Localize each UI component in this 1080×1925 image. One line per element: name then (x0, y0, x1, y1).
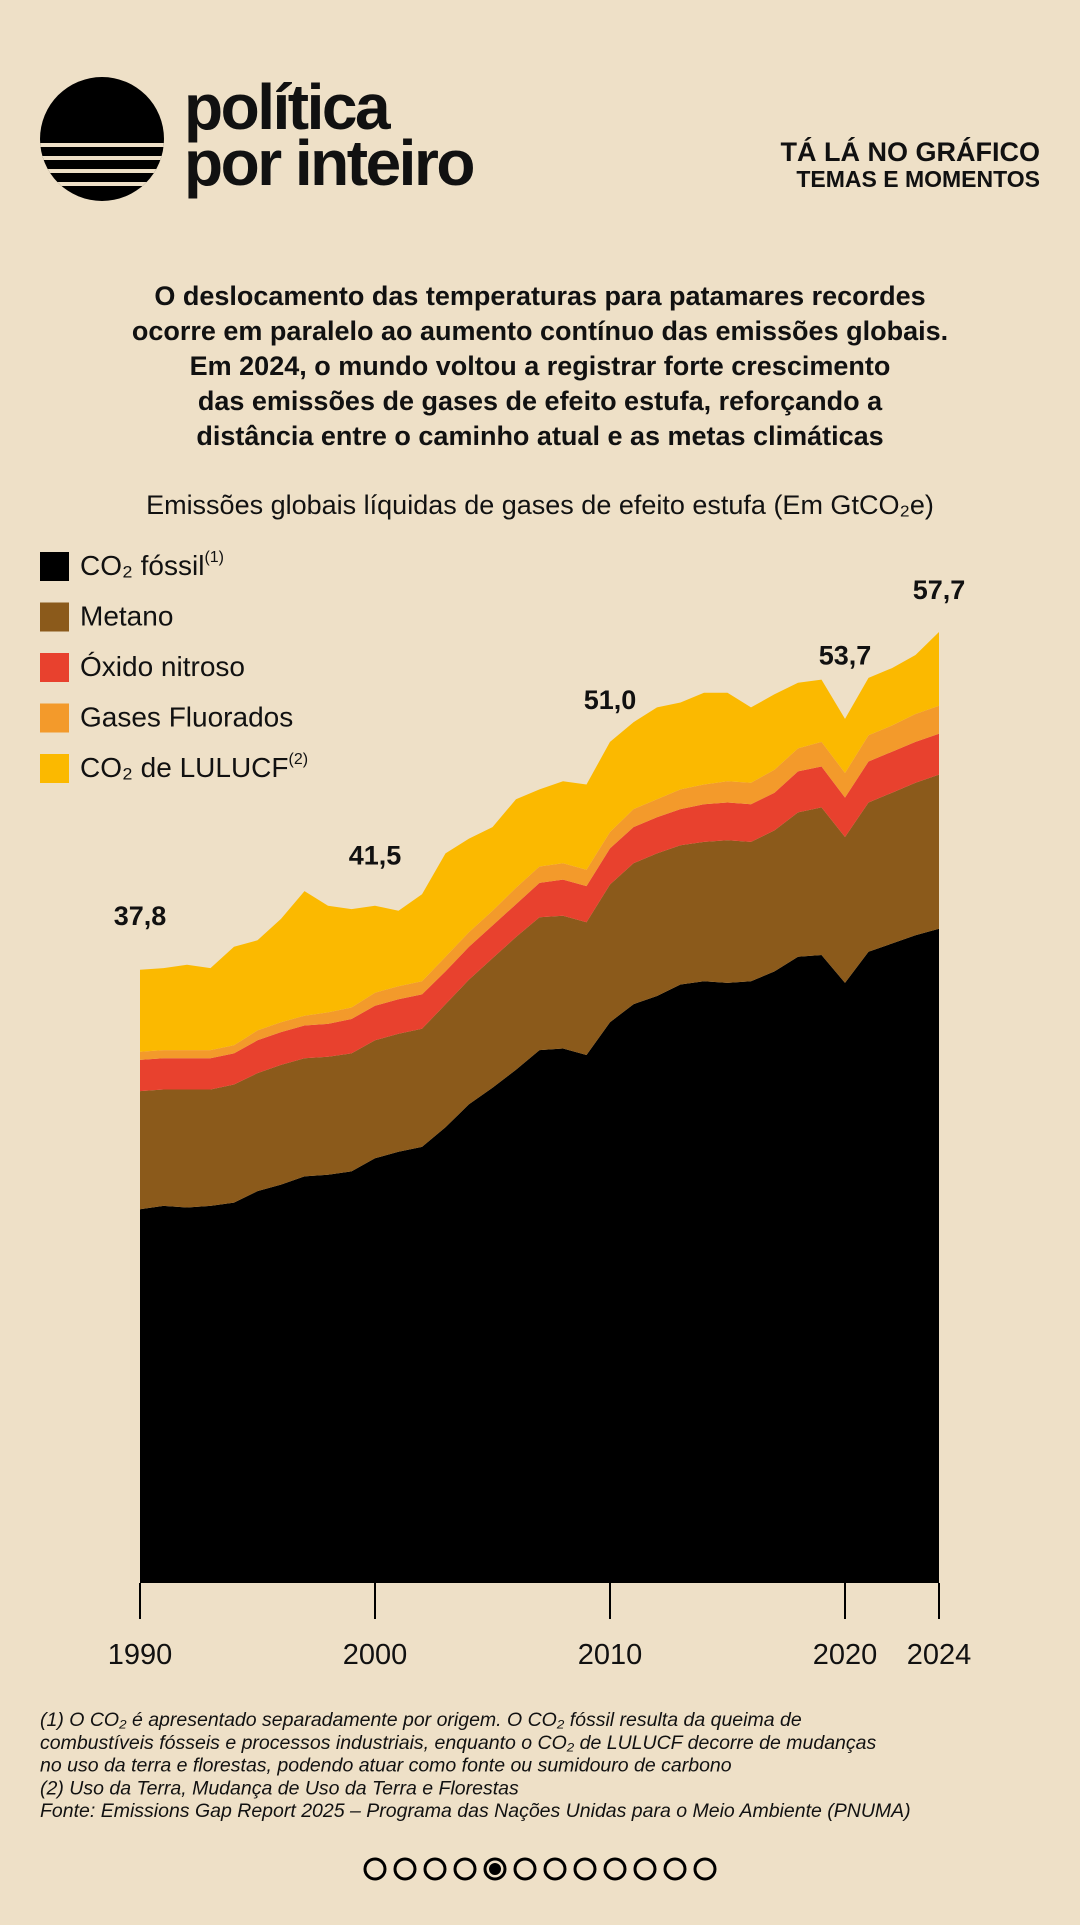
logo (40, 77, 164, 201)
plot (140, 632, 939, 1583)
legend-label: Gases Fluorados (80, 702, 293, 733)
page-dot[interactable] (363, 1857, 387, 1881)
legend-name: Metano (80, 601, 173, 632)
legend-note: (1) (204, 549, 224, 566)
legend-label: Óxido nitroso (80, 651, 245, 682)
intro-line: O deslocamento das temperaturas para pat… (154, 281, 925, 311)
brand-line: política (184, 71, 391, 143)
page-dot[interactable] (573, 1857, 597, 1881)
total-label: 37,8 (114, 901, 167, 931)
page-dot[interactable] (663, 1857, 687, 1881)
total-label: 51,0 (584, 685, 637, 715)
brand-line: por inteiro (184, 127, 473, 199)
page-dot-active[interactable] (483, 1857, 507, 1881)
footnote: combustíveis fósseis e processos industr… (40, 1732, 876, 1754)
intro-line: das emissões de gases de efeito estufa, … (198, 386, 883, 416)
page-dot[interactable] (633, 1857, 657, 1881)
area (140, 928, 939, 1583)
x-tick-label: 2010 (578, 1639, 643, 1671)
area (140, 705, 939, 1060)
legend: CO₂ fóssil(1) Metano Óxido nitroso Gases Fl… (40, 549, 308, 783)
intro-line: ocorre em paralelo ao aumento contínuo d… (132, 316, 948, 346)
footnote: no uso da terra e florestas, podendo atu… (40, 1755, 732, 1777)
x-tick-label: 2000 (343, 1639, 408, 1671)
legend-swatch (40, 602, 69, 632)
kicker: TÁ LÁ NO GRÁFICO (781, 136, 1040, 167)
section-label: TEMAS E MOMENTOS (796, 166, 1040, 192)
area (140, 733, 939, 1092)
intro-line: Em 2024, o mundo voltou a registrar fort… (190, 351, 891, 381)
legend-swatch (40, 703, 69, 733)
page-dot[interactable] (423, 1857, 447, 1881)
footnote: (1) O CO₂ é apresentado separadamente po… (40, 1709, 802, 1731)
chart-title: Emissões globais líquidas de gases de ef… (146, 490, 934, 520)
area (140, 774, 939, 1210)
x-tick-label: 2020 (813, 1639, 878, 1671)
area (140, 632, 939, 1052)
total-label: 53,7 (819, 641, 872, 671)
page-dot-fill (489, 1863, 501, 1875)
page-dot[interactable] (453, 1857, 477, 1881)
page-dot[interactable] (603, 1857, 627, 1881)
total-label: 41,5 (349, 841, 402, 871)
page-dot[interactable] (393, 1857, 417, 1881)
x-tick-label: 1990 (108, 1639, 173, 1671)
total-label: 57,7 (913, 575, 966, 605)
legend-swatch (40, 552, 69, 581)
annotations: 37,8 41,5 51,0 53,7 57,7 (114, 575, 966, 931)
intro: O deslocamento das temperaturas para pat… (132, 281, 948, 451)
legend-name: CO₂ de LULUCF (80, 752, 288, 783)
legend-label: CO₂ de LULUCF(2) (80, 751, 308, 783)
x-axis: 1990 2000 2010 2020 2024 (108, 1583, 972, 1671)
legend-name: Gases Fluorados (80, 702, 293, 733)
legend-label: CO₂ fóssil(1) (80, 549, 224, 581)
x-tick-label: 2024 (907, 1639, 972, 1671)
pagination (363, 1857, 717, 1881)
page-dot[interactable] (513, 1857, 537, 1881)
legend-label: Metano (80, 601, 173, 632)
page-dot[interactable] (693, 1857, 717, 1881)
legend-swatch (40, 653, 69, 682)
legend-name: CO₂ fóssil (80, 550, 204, 581)
legend-note: (2) (288, 751, 308, 768)
page-dot[interactable] (543, 1857, 567, 1881)
intro-line: distância entre o caminho atual e as met… (196, 421, 883, 451)
footnote: (2) Uso da Terra, Mudança de Uso da Terr… (40, 1777, 519, 1799)
legend-name: Óxido nitroso (80, 651, 245, 682)
footnote: Fonte: Emissions Gap Report 2025 – Progr… (40, 1800, 911, 1822)
footnotes: (1) O CO₂ é apresentado separadamente po… (40, 1709, 911, 1822)
legend-swatch (40, 754, 69, 783)
